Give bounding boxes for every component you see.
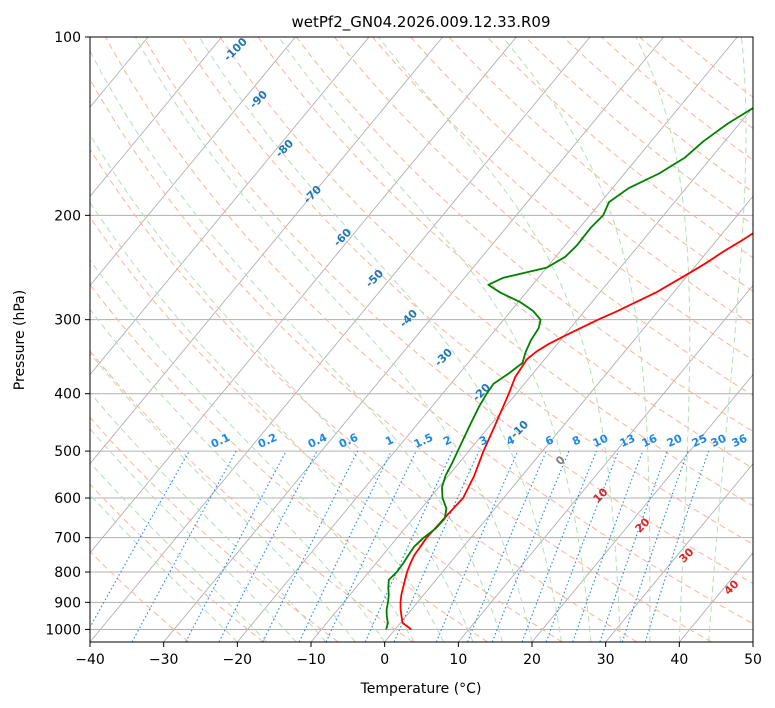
isotherm-line: [90, 37, 370, 376]
mixing-ratio-line: [131, 450, 237, 642]
y-tick-label: 900: [54, 595, 81, 611]
y-tick-label: 500: [54, 444, 81, 460]
isotherm-line: [163, 37, 665, 642]
mixing-ratio-label: 16: [640, 432, 660, 450]
y-axis-label: Pressure (hPa): [12, 290, 28, 390]
x-tick-label: 0: [380, 652, 389, 668]
moist-adiabat-line: [502, 37, 651, 642]
dry-adiabat-line: [90, 148, 638, 642]
isotherm-line: [384, 195, 753, 642]
isotherm-line: [90, 37, 223, 198]
mixing-ratio-line: [393, 450, 480, 642]
dry-adiabat-line: [90, 78, 712, 642]
dry-adiabat-line: [90, 283, 488, 642]
mixing-ratio-label: 13: [618, 432, 637, 450]
mixing-ratio-line: [621, 450, 689, 642]
y-tick-label: 600: [54, 491, 81, 507]
mixing-ratio-label: 20: [665, 432, 685, 450]
mixing-ratio-line: [599, 450, 668, 642]
mixing-ratio-label: 30: [709, 432, 729, 450]
mixing-ratio-label: 25: [690, 432, 709, 450]
mixing-ratio-line: [466, 450, 547, 642]
mixing-ratio-line: [572, 450, 644, 642]
plot-area: [90, 37, 753, 642]
dry-adiabat-line: [295, 37, 753, 433]
mixing-ratio-line: [545, 450, 620, 642]
y-tick-label: 200: [54, 208, 81, 224]
moist-adiabat-line: [90, 49, 503, 642]
isotherm-line: [90, 37, 591, 642]
moist-adiabat-line: [635, 37, 691, 642]
y-tick-label: 400: [54, 387, 81, 403]
mixing-ratio-label: 36: [730, 432, 750, 450]
dry-adiabat-line: [90, 483, 264, 642]
mixing-ratio-line: [435, 450, 519, 642]
mixing-ratio-line: [521, 450, 597, 642]
dry-adiabat-line: [90, 350, 414, 642]
mixing-ratio-line: [90, 450, 190, 629]
y-tick-label: 800: [54, 565, 81, 581]
y-tick-label: 100: [54, 30, 81, 46]
isotherm-line: [90, 37, 444, 465]
x-tick-label: 10: [449, 652, 467, 668]
y-axis: 100 200 300 400 500 600 700 800 900 1000: [45, 30, 90, 638]
moist-adiabat-line: [90, 259, 415, 642]
mixing-ratio-line: [644, 450, 710, 642]
moist-adiabat-line: [90, 494, 238, 642]
moist-adiabat-line: [90, 352, 356, 642]
isotherm-line: [236, 37, 738, 642]
mixing-ratio-line: [491, 450, 570, 642]
moist-adiabat-line: [134, 37, 533, 642]
moist-adiabat-line: [278, 37, 592, 642]
x-tick-label: −40: [75, 652, 105, 668]
y-tick-label: 300: [54, 313, 81, 329]
x-tick-label: 40: [670, 652, 688, 668]
mixing-ratio-line: [185, 450, 287, 642]
temperature-trace: [399, 232, 753, 631]
isotherm-line: [531, 373, 753, 642]
isotherm-line: [605, 463, 753, 642]
plot-frame: [89, 36, 754, 643]
moist-adiabat-line: [90, 391, 327, 642]
x-axis: −40 −30 −20 −10 0 10 20 30 40 50: [75, 642, 762, 668]
moist-adiabat-line: [198, 37, 562, 642]
moist-adiabat-line: [378, 37, 621, 642]
x-tick-label: −10: [296, 652, 326, 668]
chart-title: wetPf2_GN04.2026.009.12.33.R09: [291, 13, 550, 32]
y-tick-label: 700: [54, 531, 81, 547]
x-axis-label: Temperature (°C): [360, 681, 482, 697]
x-tick-label: −30: [149, 652, 179, 668]
x-tick-label: 50: [744, 652, 762, 668]
mixing-ratio-label: 10: [591, 432, 611, 450]
dry-adiabat-line: [90, 550, 190, 642]
isotherm-line: [310, 106, 753, 642]
dry-adiabat-line: [410, 37, 753, 326]
moist-adiabat-line: [90, 133, 474, 642]
isotherm-line: [90, 37, 517, 554]
moist-adiabat-line: [708, 37, 747, 642]
dry-adiabat-line: [372, 37, 753, 361]
dewpoint-trace: [385, 107, 753, 630]
x-tick-label: 30: [597, 652, 615, 668]
mixing-ratio-line: [262, 450, 359, 642]
x-tick-label: −20: [223, 652, 253, 668]
isotherm-line: [90, 37, 296, 287]
x-tick-label: 20: [523, 652, 541, 668]
y-tick-label: 1000: [45, 622, 81, 638]
moist-adiabat-line: [90, 308, 386, 642]
dry-adiabat-line: [334, 37, 753, 397]
